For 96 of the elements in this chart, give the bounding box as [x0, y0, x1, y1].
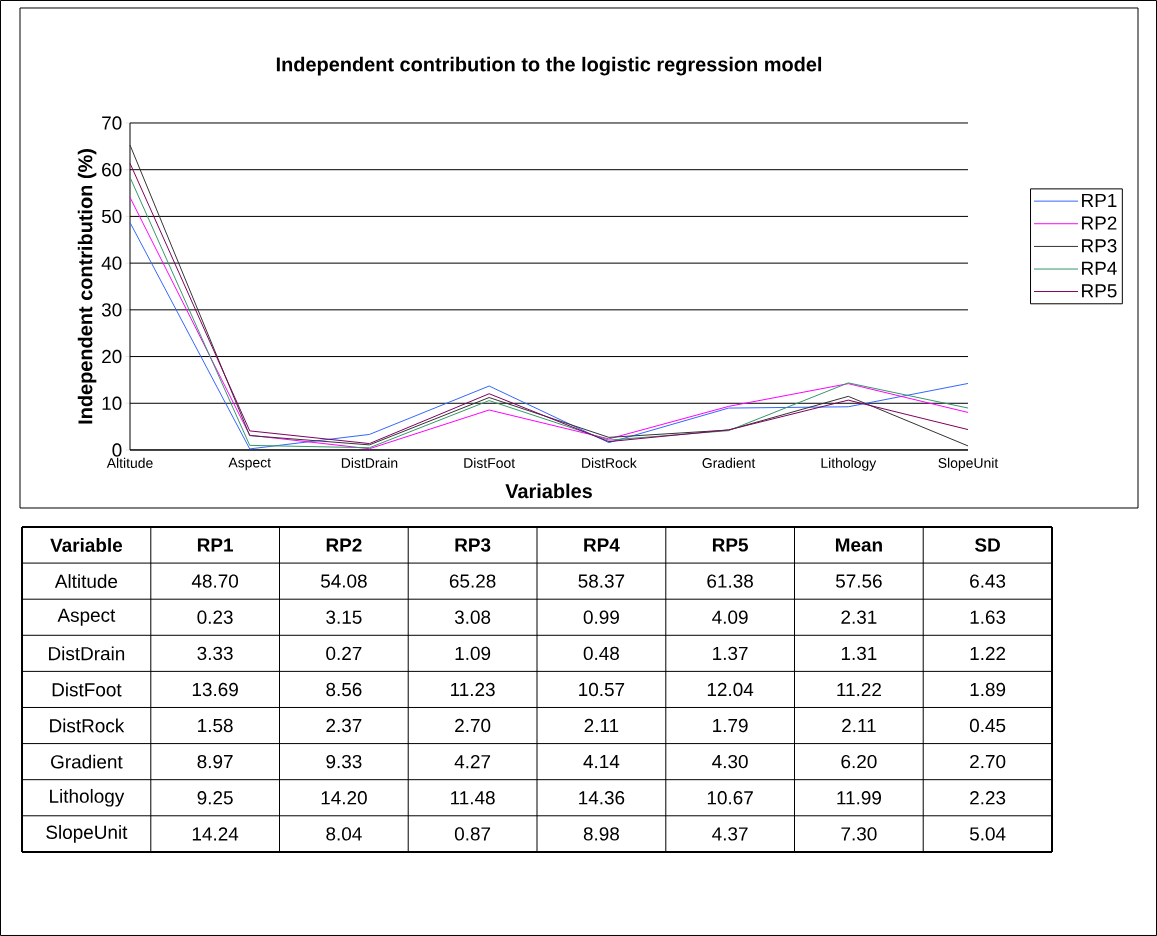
x-tick-label: DistDrain [341, 457, 398, 468]
category-label: Gradient [51, 754, 123, 769]
data-label: 2.31 [841, 610, 877, 624]
data-label: 2.11 [584, 718, 619, 733]
x-tick-label: DistFoot [464, 457, 516, 468]
data-label: 0.45 [969, 718, 1006, 733]
data-label: 61.38 [707, 574, 753, 588]
text: RP1 [197, 538, 233, 552]
data-label: 1.09 [455, 646, 491, 661]
text: Mean [835, 538, 882, 552]
data-label: 3.33 [197, 646, 233, 661]
data-label: 58.37 [578, 574, 625, 588]
data-label: 4.37 [712, 827, 748, 841]
x-tick-label: Lithology [821, 457, 877, 471]
data-label: 4.14 [583, 755, 620, 769]
data-label: 2.11 [842, 718, 876, 733]
legend-label: RP3 [1082, 239, 1117, 253]
data-label: 9.33 [326, 754, 362, 769]
text: RP2 [326, 538, 362, 552]
x-axis-title: Variables [505, 483, 592, 499]
data-label: 1.79 [713, 718, 748, 733]
y-tick-label: 40 [101, 256, 122, 270]
data-label: 0.48 [583, 646, 619, 661]
y-axis-title: Independent contribution (%) [77, 149, 97, 424]
data-label: 0.27 [326, 646, 362, 661]
data-label: 1.63 [970, 610, 1006, 624]
data-label: 11.23 [451, 682, 495, 697]
y-tick-label: 0 [112, 443, 122, 457]
category-label: DistFoot [52, 682, 122, 697]
data-label: 0.99 [583, 610, 619, 624]
y-tick-label: 10 [102, 396, 122, 410]
text: RP5 [712, 538, 748, 552]
data-label: 7.30 [841, 827, 877, 841]
data-label: 8.98 [583, 827, 619, 841]
data-label: 4.09 [712, 610, 748, 624]
data-label: 1.37 [713, 646, 748, 661]
data-label: 8.04 [326, 827, 362, 841]
legend-label: RP5 [1082, 284, 1117, 298]
text: RP4 [584, 538, 620, 552]
data-label: 11.48 [451, 791, 495, 805]
data-label: 4.27 [454, 754, 491, 769]
data-label: 14.20 [321, 791, 367, 805]
data-label: 2.37 [326, 718, 362, 733]
data-label: 3.08 [454, 610, 491, 624]
x-tick-label: Altitude [106, 457, 153, 468]
data-label: 3.15 [326, 610, 362, 624]
data-label: 6.20 [841, 754, 877, 769]
category-label: Lithology [50, 788, 125, 807]
legend-label: RP1 [1082, 193, 1117, 207]
data-label: 11.22 [837, 682, 881, 697]
data-label: 1.58 [198, 718, 233, 733]
x-tick-label: Aspect [228, 457, 271, 471]
data-label: 5.04 [969, 827, 1006, 841]
y-tick-label: 50 [101, 209, 122, 224]
y-tick-label: 60 [102, 163, 122, 177]
y-tick-label: 30 [101, 303, 122, 317]
y-tick-label: 70 [102, 116, 122, 130]
data-label: 9.25 [197, 791, 233, 805]
data-label: 65.28 [449, 574, 496, 588]
x-tick-label: SlopeUnit [938, 457, 999, 471]
data-label: 10.57 [579, 682, 625, 697]
data-label: 10.67 [707, 791, 753, 805]
category-label: Aspect [57, 608, 116, 626]
data-label: 11.99 [837, 791, 881, 805]
data-label: 2.70 [970, 754, 1006, 769]
text: SD [975, 538, 1000, 552]
category-label: DistRock [50, 718, 125, 733]
data-label: 57.56 [835, 574, 882, 588]
data-label: 12.04 [707, 682, 754, 697]
data-label: 48.70 [191, 574, 239, 588]
data-label: 14.24 [192, 827, 239, 841]
data-label: 4.30 [712, 754, 748, 769]
data-label: 8.56 [326, 682, 362, 697]
data-label: 14.36 [579, 791, 625, 805]
x-tick-label: Gradient [702, 457, 756, 468]
legend-label: RP4 [1082, 261, 1117, 275]
data-label: 1.89 [970, 682, 1006, 697]
data-label: 8.97 [197, 754, 233, 769]
legend-label: RP2 [1082, 216, 1117, 230]
data-label: 2.23 [970, 791, 1006, 805]
data-label: 1.31 [841, 646, 877, 661]
category-label: SlopeUnit [46, 825, 128, 843]
chart-title: Independent contribution to the logistic regression model [276, 56, 822, 76]
text: RP3 [455, 538, 491, 552]
data-label: 1.22 [970, 646, 1006, 660]
category-label: Altitude [54, 574, 118, 589]
data-label: 2.70 [455, 718, 491, 733]
y-tick-label: 20 [102, 349, 122, 364]
text: Variable [50, 538, 123, 552]
x-tick-label: DistRock [582, 457, 637, 468]
data-label: 13.69 [192, 682, 238, 697]
category-label: DistDrain [49, 646, 125, 661]
data-label: 6.43 [970, 574, 1006, 588]
data-label: 54.08 [320, 574, 367, 588]
data-label: 0.87 [454, 827, 491, 841]
data-label: 0.23 [197, 610, 233, 624]
